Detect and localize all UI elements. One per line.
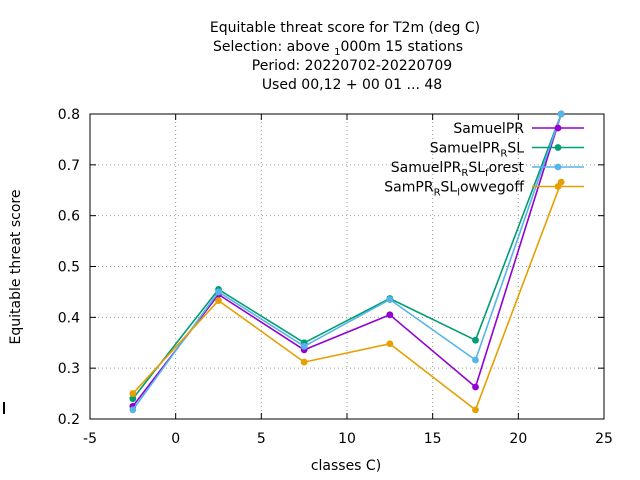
legend-item: SamPRRSLlowvegoff [384,180,584,199]
data-point [472,336,479,344]
series-4 [129,178,565,414]
legend-item: SamuelPR [453,121,584,137]
chart-title: Equitable threat score for T2m (deg C) S… [210,20,480,93]
legend-item: SamuelPRRSLforest [391,160,584,179]
x-tick-label: 10 [338,431,356,447]
x-tick-label: 15 [424,431,442,447]
y-tick-label: 0.7 [58,158,80,174]
x-tick-label: 5 [257,431,266,447]
data-point [129,390,137,397]
data-point [386,311,394,319]
data-point [557,110,565,118]
y-tick-label: 0.6 [58,209,80,225]
title-line-4: Used 00,12 + 00 01 ... 48 [262,77,442,93]
legend-item: SamuelPRRSL [430,141,584,160]
data-point [386,296,394,303]
title-line-2: Selection: above 1000m 15 stations [213,39,463,58]
y-axis-title: Equitable threat score [8,190,24,345]
legend-swatch-marker [554,144,562,151]
series-line [132,113,562,411]
data-point [215,297,222,304]
data-point [129,395,137,403]
y-tick-label: 0.8 [58,107,80,123]
data-point [472,356,479,364]
data-point [300,358,308,366]
x-tick-label: 0 [171,431,180,447]
legend: SamuelPR SamuelPRRSLSamuelPRRSLforestSamP… [384,121,584,199]
series-3 [129,110,565,414]
legend-swatch-marker [554,124,562,132]
title-line-3: Period: 20220702-20220709 [252,58,452,74]
data-point [472,383,479,391]
x-tick-label: -5 [83,431,97,447]
data-point [300,342,308,350]
x-tick-label: 20 [509,431,527,447]
edge-mark [3,402,5,414]
title-line-1: Equitable threat score for T2m (deg C) [210,20,480,36]
series-line [132,113,562,400]
grid [90,114,604,419]
legend-swatch-marker [554,183,562,190]
y-tick-label: 0.4 [58,310,80,326]
data-point [472,406,479,414]
series-group [129,110,565,414]
legend-label: SamuelPRRSLforest [391,160,525,179]
data-point [129,406,137,414]
legend-swatch-marker [554,163,562,171]
data-point [386,340,394,348]
axis-ticks: -5 0 5 10 15 20 25 0.2 0.3 0.4 0.5 0.6 0.7 0.8 [58,107,613,447]
legend-label: SamuelPRRSL [430,141,524,160]
legend-label: SamPRRSLlowvegoff [384,180,524,199]
x-axis-title: classes C) [311,458,381,474]
legend-label: SamuelPR [453,121,524,137]
series-line [132,181,562,411]
y-tick-label: 0.2 [58,412,80,428]
y-tick-label: 0.5 [58,260,80,276]
series-line [132,113,562,407]
y-tick-label: 0.3 [58,361,80,377]
x-tick-label: 25 [595,431,613,447]
data-point [215,288,222,296]
